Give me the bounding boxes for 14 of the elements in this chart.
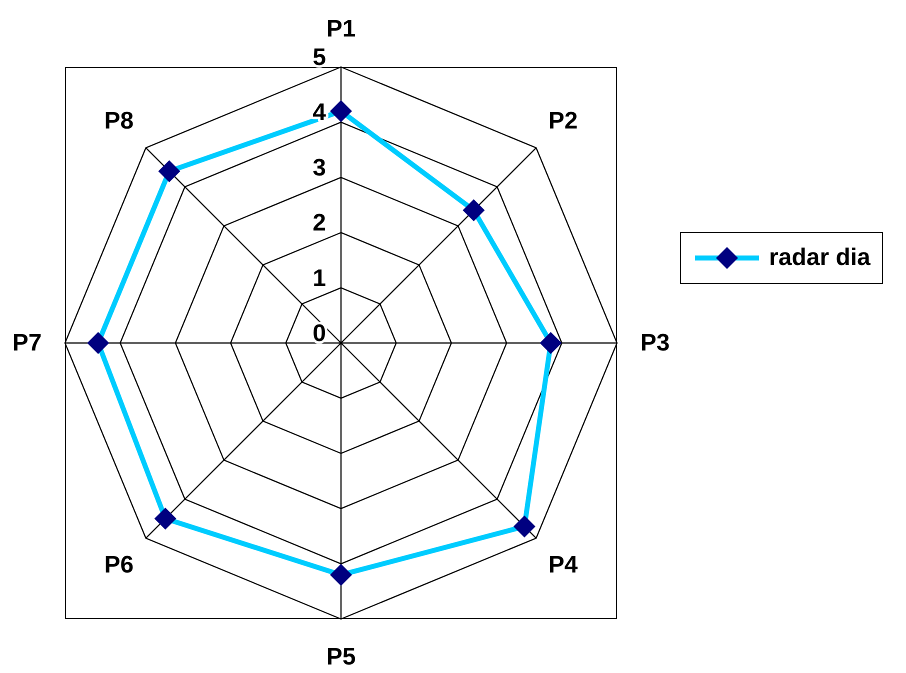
y-tick-label: 0	[312, 320, 326, 347]
spoke-label: P2	[548, 107, 578, 134]
spoke-label: P5	[326, 644, 356, 670]
spoke-label: P8	[104, 107, 134, 134]
y-tick-label: 3	[312, 154, 326, 182]
legend-label: radar dia	[769, 244, 870, 272]
y-tick-label: 5	[312, 44, 326, 71]
spoke-label: P1	[326, 16, 356, 42]
spoke-label: P4	[548, 552, 578, 579]
y-tick-label: 1	[312, 264, 326, 292]
spoke-label: P6	[104, 552, 134, 579]
spoke-label: P7	[12, 330, 42, 356]
spoke-label: P3	[640, 330, 670, 356]
y-tick-label: 2	[312, 210, 326, 237]
